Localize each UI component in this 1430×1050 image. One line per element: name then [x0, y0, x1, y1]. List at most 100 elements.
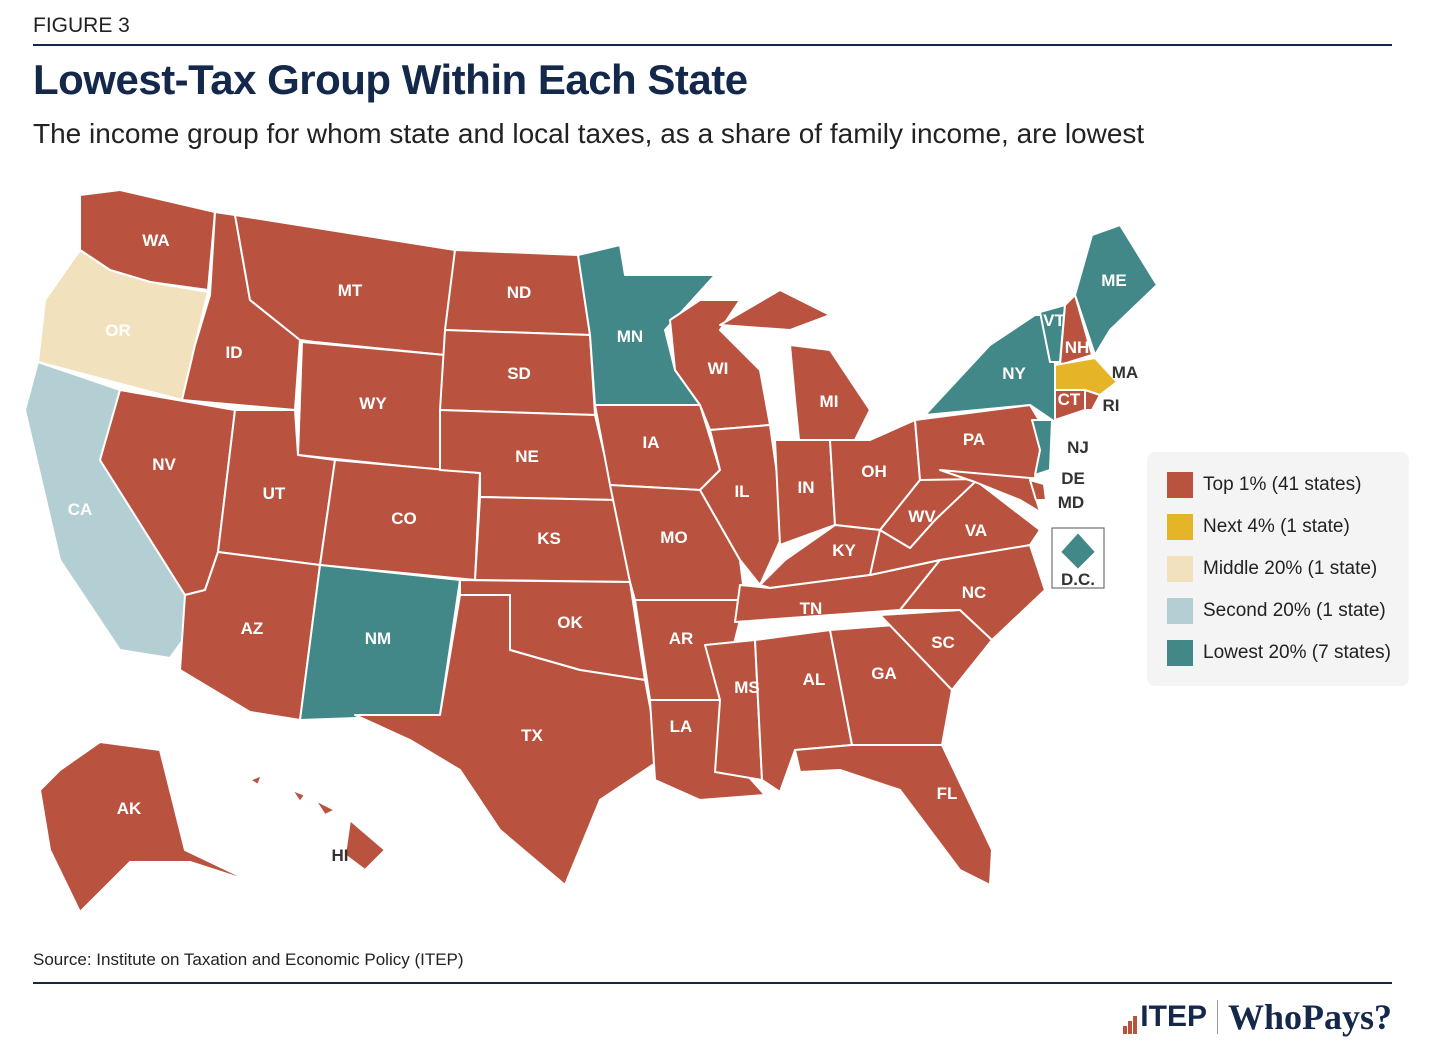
legend-label: Top 1% (41 states)	[1203, 474, 1362, 495]
legend-item-lowest20: Lowest 20% (7 states)	[1167, 640, 1391, 666]
legend-swatch	[1167, 598, 1193, 624]
legend-label: Second 20% (1 state)	[1203, 600, 1386, 621]
legend-item-second20: Second 20% (1 state)	[1167, 598, 1386, 624]
state-ri	[1084, 389, 1101, 411]
state-label-dc: D.C.	[1061, 570, 1095, 589]
state-label-ri: RI	[1103, 396, 1120, 415]
state-label-ok: OK	[557, 613, 583, 632]
state-label-mi: MI	[820, 392, 839, 411]
state-label-wv: WV	[908, 507, 936, 526]
state-hi	[314, 799, 336, 816]
state-label-sc: SC	[931, 633, 955, 652]
state-label-pa: PA	[963, 430, 985, 449]
footer-divider	[33, 982, 1392, 984]
state-label-md: MD	[1058, 493, 1084, 512]
state-label-ut: UT	[263, 484, 286, 503]
logo: ITEP WhoPays?	[1123, 996, 1392, 1038]
state-label-ct: CT	[1058, 390, 1081, 409]
state-label-or: OR	[105, 321, 131, 340]
state-ms	[704, 639, 763, 781]
figure-number: FIGURE 3	[33, 14, 130, 37]
state-nj	[1031, 419, 1053, 476]
state-label-ca: CA	[68, 500, 93, 519]
state-label-id: ID	[226, 343, 243, 362]
state-me	[1074, 224, 1158, 356]
state-mn	[577, 244, 716, 406]
legend: Top 1% (41 states) Next 4% (1 state) Mid…	[1147, 452, 1409, 686]
state-label-wa: WA	[142, 231, 169, 250]
state-label-va: VA	[965, 521, 987, 540]
state-label-ky: KY	[832, 541, 856, 560]
state-label-sd: SD	[507, 364, 531, 383]
state-hi	[249, 774, 263, 786]
state-label-ia: IA	[643, 433, 660, 452]
state-label-wy: WY	[359, 394, 387, 413]
state-label-tn: TN	[800, 599, 823, 618]
chart-subtitle: The income group for whom state and loca…	[33, 118, 1145, 149]
state-label-hi: HI	[332, 846, 349, 865]
state-label-vt: VT	[1043, 311, 1065, 330]
state-label-me: ME	[1101, 271, 1127, 290]
state-label-ga: GA	[871, 664, 897, 683]
state-md	[939, 469, 1041, 513]
state-label-ma: MA	[1112, 363, 1138, 382]
legend-item-top1: Top 1% (41 states)	[1167, 472, 1361, 498]
legend-swatch	[1167, 640, 1193, 666]
itep-logo: ITEP	[1123, 1000, 1207, 1034]
legend-swatch	[1167, 472, 1193, 498]
state-il	[699, 424, 786, 586]
state-label-ak: AK	[117, 799, 142, 818]
state-label-wi: WI	[708, 359, 729, 378]
state-label-ks: KS	[537, 529, 561, 548]
state-nh	[1059, 294, 1093, 366]
state-ak	[39, 741, 253, 913]
legend-swatch	[1167, 556, 1193, 582]
header-divider	[33, 44, 1392, 46]
state-hi	[291, 789, 306, 803]
legend-label: Middle 20% (1 state)	[1203, 558, 1378, 579]
state-label-mn: MN	[617, 327, 643, 346]
state-label-tx: TX	[521, 726, 543, 745]
state-label-co: CO	[391, 509, 417, 528]
state-label-il: IL	[734, 482, 749, 501]
state-dc	[1059, 531, 1097, 571]
legend-item-middle20: Middle 20% (1 state)	[1167, 556, 1377, 582]
state-label-nd: ND	[507, 283, 532, 302]
state-label-nc: NC	[962, 583, 987, 602]
state-ga	[829, 624, 953, 746]
state-mi	[719, 289, 831, 331]
state-de	[1029, 479, 1047, 501]
logo-divider	[1216, 1000, 1218, 1034]
state-ma	[1054, 357, 1118, 396]
state-fl	[794, 744, 993, 886]
state-label-ar: AR	[669, 629, 694, 648]
source-note: Source: Institute on Taxation and Econom…	[33, 950, 464, 969]
state-label-oh: OH	[861, 462, 887, 481]
legend-item-next4: Next 4% (1 state)	[1167, 514, 1350, 540]
state-label-ne: NE	[515, 447, 539, 466]
state-label-nj: NJ	[1067, 438, 1089, 457]
state-label-ms: MS	[734, 678, 760, 697]
legend-label: Next 4% (1 state)	[1203, 516, 1350, 537]
state-label-al: AL	[803, 670, 826, 689]
whopays-logo: WhoPays?	[1227, 997, 1392, 1037]
state-label-nm: NM	[365, 629, 391, 648]
chart-title: Lowest-Tax Group Within Each State	[33, 56, 748, 103]
state-label-ny: NY	[1002, 364, 1026, 383]
state-label-mo: MO	[660, 528, 687, 547]
state-label-nh: NH	[1065, 338, 1090, 357]
legend-swatch	[1167, 514, 1193, 540]
state-label-mt: MT	[338, 281, 363, 300]
state-label-fl: FL	[937, 784, 958, 803]
legend-label: Lowest 20% (7 states)	[1203, 642, 1391, 663]
state-wi	[669, 299, 771, 431]
state-label-az: AZ	[241, 619, 264, 638]
state-label-la: LA	[670, 717, 693, 736]
state-label-nv: NV	[152, 455, 176, 474]
state-label-de: DE	[1061, 469, 1085, 488]
state-ny	[924, 314, 1056, 423]
state-hi	[344, 819, 386, 871]
bar-chart-icon	[1123, 1016, 1138, 1034]
state-label-in: IN	[798, 478, 815, 497]
